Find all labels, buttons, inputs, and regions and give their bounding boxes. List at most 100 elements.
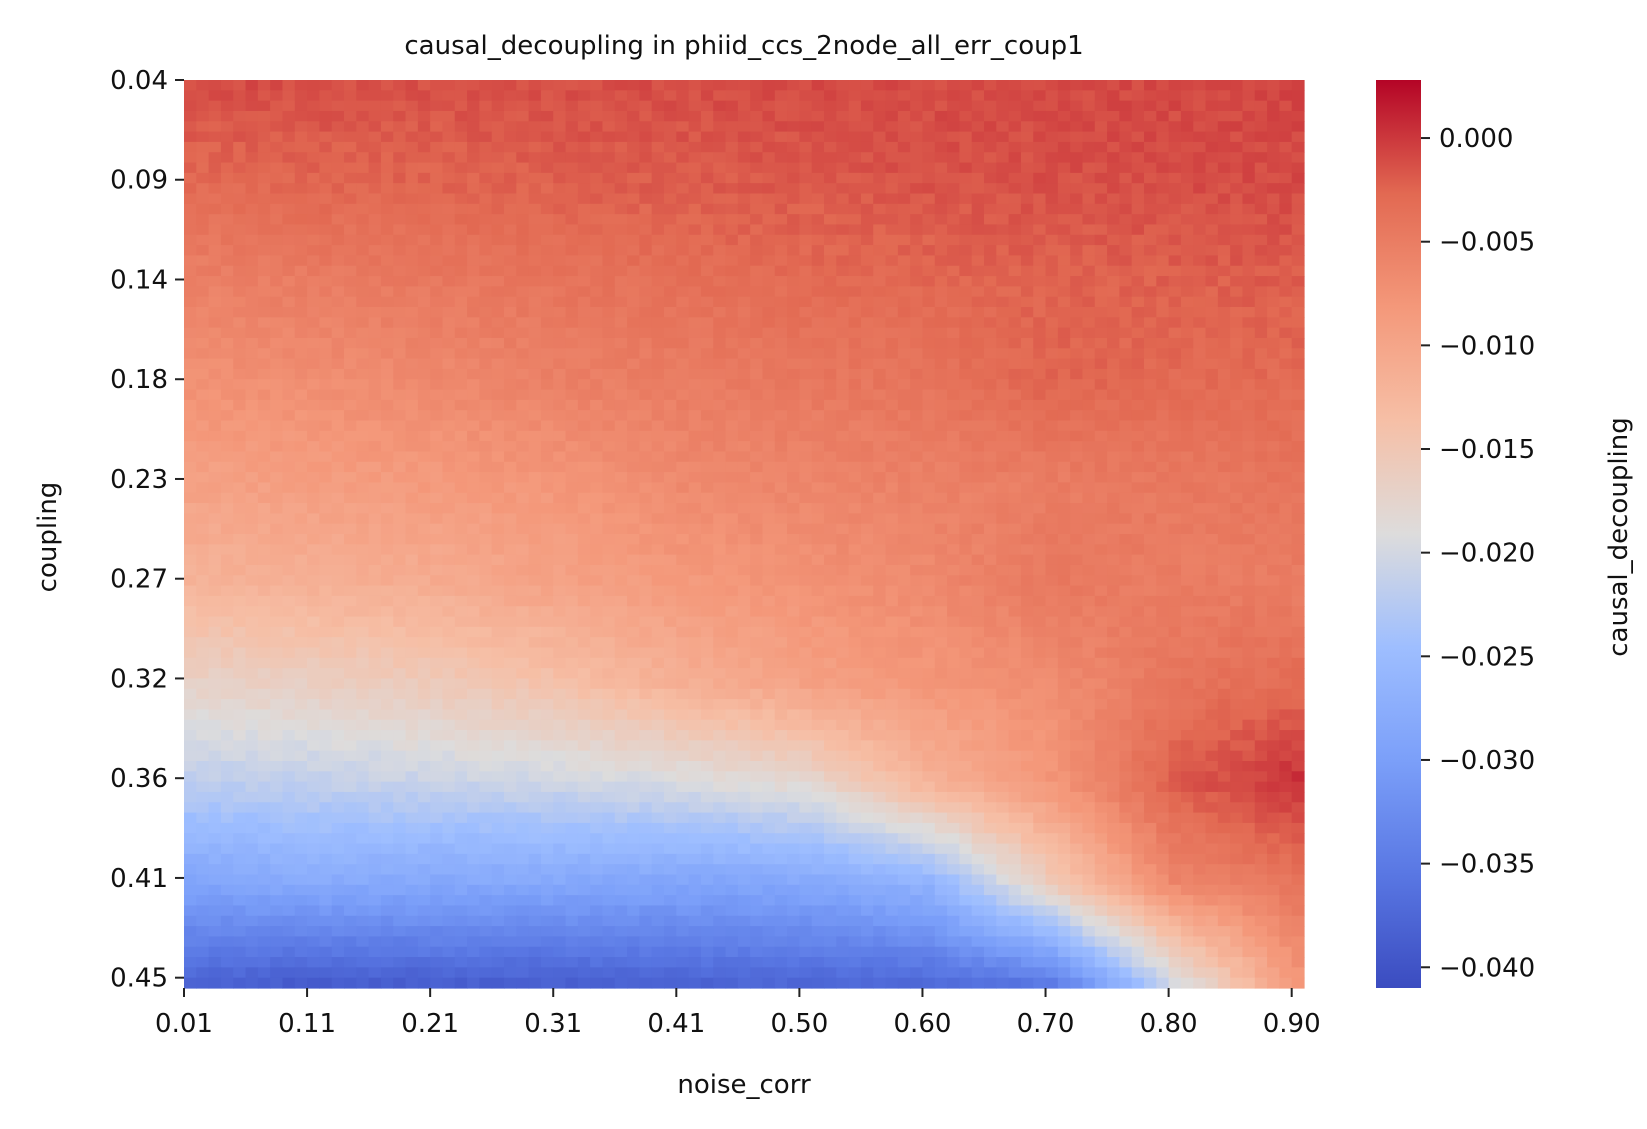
heatmap-cell xyxy=(664,245,677,257)
heatmap-cell xyxy=(811,203,825,215)
heatmap-cell xyxy=(1180,110,1194,122)
heatmap-cell xyxy=(774,441,788,453)
heatmap-cell xyxy=(910,564,924,576)
heatmap-cell xyxy=(430,544,444,556)
heatmap-cell xyxy=(934,575,948,587)
heatmap-cell xyxy=(1094,245,1108,257)
heatmap-cell xyxy=(848,389,862,401)
heatmap-cell xyxy=(356,513,370,525)
heatmap-cell xyxy=(540,141,554,153)
heatmap-cell xyxy=(504,585,517,597)
heatmap-cell xyxy=(368,461,382,473)
heatmap-cell xyxy=(245,492,259,504)
heatmap-cell xyxy=(700,152,714,164)
heatmap-cell xyxy=(1279,80,1293,91)
heatmap-cell xyxy=(602,379,616,391)
heatmap-cell xyxy=(737,595,751,607)
heatmap-cell xyxy=(454,152,468,164)
heatmap-cell xyxy=(516,317,530,329)
heatmap-cell xyxy=(971,131,985,143)
heatmap-cell xyxy=(356,317,370,329)
heatmap-cell xyxy=(454,131,468,143)
heatmap-cell xyxy=(922,358,936,370)
heatmap-cell xyxy=(750,172,764,184)
heatmap-cell xyxy=(676,100,690,112)
heatmap-cell xyxy=(467,451,480,463)
heatmap-cell xyxy=(639,441,653,453)
heatmap-cell xyxy=(959,265,973,277)
heatmap-cell xyxy=(380,482,394,494)
heatmap-cell xyxy=(356,80,370,91)
heatmap-cell xyxy=(639,224,653,236)
heatmap-cell xyxy=(713,203,727,215)
heatmap-cell xyxy=(627,100,640,112)
heatmap-cell xyxy=(676,110,690,122)
heatmap-cell xyxy=(282,410,296,422)
heatmap-cell xyxy=(540,451,554,463)
heatmap-cell xyxy=(602,451,616,463)
heatmap-cell xyxy=(1156,441,1170,453)
heatmap-cell xyxy=(1180,172,1194,184)
heatmap-cell xyxy=(1217,80,1231,91)
heatmap-cell xyxy=(1045,626,1059,638)
heatmap-cell xyxy=(1033,441,1047,453)
heatmap-cell xyxy=(1217,523,1231,535)
heatmap-cell xyxy=(639,90,653,102)
heatmap-cell xyxy=(504,286,517,298)
heatmap-cell xyxy=(1008,141,1022,153)
heatmap-cell xyxy=(1020,348,1034,360)
heatmap-cell xyxy=(577,534,591,545)
heatmap-cell xyxy=(356,172,370,184)
heatmap-cell xyxy=(627,606,640,618)
heatmap-cell xyxy=(417,461,431,473)
heatmap-cell xyxy=(1291,534,1305,545)
heatmap-cell xyxy=(787,203,800,215)
heatmap-cell xyxy=(1180,245,1194,257)
heatmap-cell xyxy=(491,564,505,576)
heatmap-cell xyxy=(319,575,333,587)
heatmap-cell xyxy=(1242,172,1256,184)
heatmap-cell xyxy=(959,317,973,329)
heatmap-cell xyxy=(1020,606,1034,618)
heatmap-cell xyxy=(307,203,320,215)
heatmap-cell xyxy=(1082,317,1096,329)
heatmap-cell xyxy=(1057,585,1071,597)
heatmap-cell xyxy=(627,554,640,566)
heatmap-cell xyxy=(220,224,234,236)
heatmap-cell xyxy=(651,327,665,339)
heatmap-cell xyxy=(1057,534,1071,545)
heatmap-cell xyxy=(910,276,924,287)
heatmap-cell xyxy=(676,492,690,504)
heatmap-cell xyxy=(184,472,197,484)
heatmap-cell xyxy=(1033,234,1047,246)
heatmap-cell xyxy=(1070,162,1084,174)
heatmap-cell xyxy=(947,152,960,164)
heatmap-cell xyxy=(799,214,813,226)
heatmap-cell xyxy=(479,513,493,525)
heatmap-cell xyxy=(393,337,407,349)
heatmap-cell xyxy=(1217,348,1231,360)
heatmap-cell xyxy=(504,131,517,143)
heatmap-cell xyxy=(417,399,431,411)
heatmap-cell xyxy=(787,585,800,597)
heatmap-cell xyxy=(860,276,874,287)
heatmap-cell xyxy=(479,214,493,226)
heatmap-cell xyxy=(294,193,308,205)
heatmap-cell xyxy=(1057,379,1071,391)
heatmap-cell xyxy=(270,203,284,215)
heatmap-cell xyxy=(1033,337,1047,349)
heatmap-cell xyxy=(664,461,677,473)
heatmap-cell xyxy=(614,379,628,391)
heatmap-cell xyxy=(811,121,825,133)
heatmap-cell xyxy=(294,203,308,215)
heatmap-cell xyxy=(922,616,936,628)
heatmap-cell xyxy=(897,420,911,432)
heatmap-cell xyxy=(651,100,665,112)
heatmap-cell xyxy=(553,110,567,122)
heatmap-cell xyxy=(430,234,444,246)
heatmap-cell xyxy=(1107,234,1120,246)
heatmap-cell xyxy=(836,141,850,153)
heatmap-cell xyxy=(405,172,419,184)
heatmap-cell xyxy=(1107,193,1120,205)
heatmap-cell xyxy=(220,399,234,411)
